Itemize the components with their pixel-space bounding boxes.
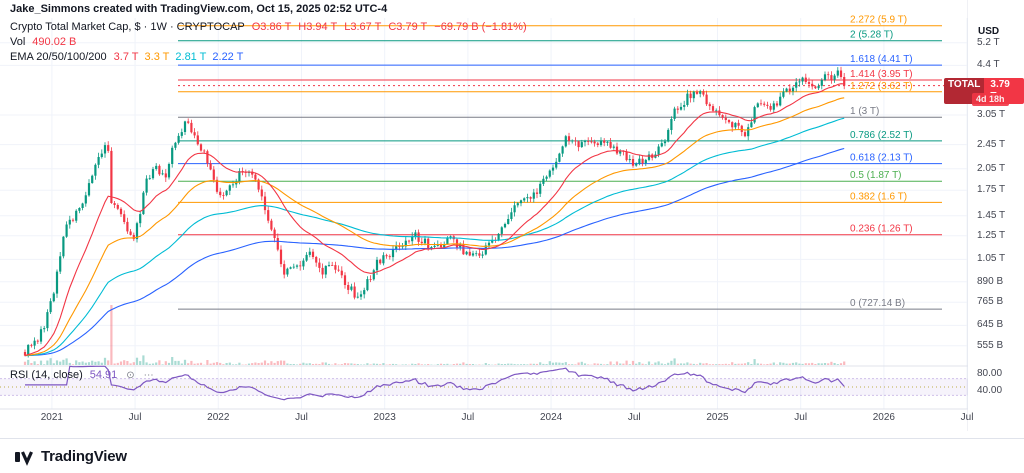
- price-tick: 80.00: [977, 368, 1003, 380]
- price-axis[interactable]: USD 5.2 T 4.4 T 3.05 T 2.45 T 2.05 T 1.75 T 1.…: [968, 0, 1024, 432]
- currency-label: USD: [978, 26, 1000, 37]
- ema-legend[interactable]: EMA 20/50/100/200 3.7 T 3.3 T 2.81 T 2.22 T: [10, 51, 249, 63]
- time-tick: 2021: [40, 412, 63, 423]
- fib-level-label: 0.236 (1.26 T): [850, 224, 913, 235]
- price-tick: 1.25 T: [977, 229, 1006, 241]
- price-tick: 555 B: [977, 339, 1004, 351]
- more-icon[interactable]: ⋯: [143, 370, 154, 381]
- fib-level-label: 0.5 (1.87 T): [850, 170, 902, 181]
- time-tick: Jul: [128, 412, 142, 423]
- time-tick: 2023: [373, 412, 396, 423]
- bottom-toolbar: TradingView: [0, 438, 1024, 473]
- price-tick: 2.45 T: [977, 138, 1006, 150]
- fib-level-label: 1.414 (3.95 T): [850, 69, 913, 80]
- time-tick: 2025: [706, 412, 729, 423]
- fib-level-label: 0 (727.14 B): [850, 298, 905, 309]
- fib-level-label: 0.618 (2.13 T): [850, 153, 913, 164]
- attribution: Jake_Simmons created with TradingView.co…: [10, 3, 388, 15]
- fib-level-label: 2 (5.28 T): [850, 30, 893, 41]
- price-tick: 40.00: [977, 385, 1003, 397]
- price-tick: 1.75 T: [977, 184, 1006, 196]
- rsi-legend[interactable]: RSI (14, close) 54.91 ⊙ ⋯: [10, 369, 154, 381]
- price-tick: 4.4 T: [977, 59, 1000, 71]
- time-tick: Jul: [794, 412, 808, 423]
- rsi-value: 54.91: [89, 369, 118, 381]
- symbol-title: Crypto Total Market Cap, $ · 1W · CRYPTO…: [10, 21, 245, 33]
- time-tick: 2024: [539, 412, 563, 423]
- price-tick: 890 B: [977, 275, 1004, 287]
- eye-icon[interactable]: ⊙: [126, 370, 135, 381]
- chart-pane[interactable]: 2.272 (5.9 T) 2 (5.28 T) 1.618 (4.41 T) 1.4…: [0, 0, 1024, 438]
- time-tick: Jul: [627, 412, 641, 423]
- ema-value: 2.81 T: [175, 51, 207, 63]
- ohlc-low: L3.67 T: [344, 21, 382, 33]
- fib-level-label: 1.272 (3.62 T): [850, 81, 913, 92]
- bar-countdown-badge: 4d 18h: [972, 92, 1009, 106]
- ohlc-open: O3.86 T: [251, 21, 292, 33]
- ohlc-high: H3.94 T: [298, 21, 338, 33]
- brand-wordmark: TradingView: [41, 447, 127, 465]
- price-tick: 1.05 T: [977, 253, 1006, 265]
- time-tick: Jul: [960, 412, 974, 423]
- volume-label: Vol: [10, 36, 26, 48]
- ema-value: 3.7 T: [113, 51, 139, 63]
- time-tick: 2026: [872, 412, 895, 423]
- fib-level-label: 2.272 (5.9 T): [850, 15, 907, 26]
- rsi-label: RSI (14, close): [10, 369, 83, 381]
- ohlc-close: C3.79 T: [388, 21, 428, 33]
- time-tick: 2022: [207, 412, 230, 423]
- time-axis[interactable]: 2021 Jul 2022 Jul 2023 Jul 2024 Jul 2025 Jul 2026 J…: [0, 412, 974, 428]
- volume-value: 490.02 B: [32, 36, 77, 48]
- ema-value: 2.22 T: [212, 51, 244, 63]
- volume-legend[interactable]: Vol 490.02 B: [10, 36, 76, 48]
- fib-level-label: 0.786 (2.52 T): [850, 130, 913, 141]
- fib-level-label: 0.382 (1.6 T): [850, 191, 907, 202]
- price-tick: 3.05 T: [977, 109, 1006, 120]
- ema-value: 3.3 T: [144, 51, 170, 63]
- ema-label: EMA 20/50/100/200: [10, 51, 107, 63]
- time-tick: Jul: [295, 412, 308, 423]
- price-tick: 645 B: [977, 319, 1004, 331]
- fib-level-label: 1.618 (4.41 T): [850, 54, 913, 65]
- price-tick: 1.45 T: [977, 209, 1006, 221]
- ohlc-change: −69.79 B (−1.81%): [434, 21, 527, 33]
- ema-values: 3.7 T 3.3 T 2.81 T 2.22 T: [114, 51, 250, 63]
- price-tick: 765 B: [977, 296, 1004, 308]
- price-tick: 2.05 T: [977, 162, 1006, 174]
- time-tick: Jul: [461, 412, 475, 423]
- price-tick: 5.2 T: [977, 36, 1000, 48]
- tradingview-logo[interactable]: TradingView: [14, 446, 127, 467]
- fib-level-label: 1 (3 T): [850, 106, 879, 117]
- tradingview-logo-mark: [15, 450, 33, 466]
- symbol-legend[interactable]: Crypto Total Market Cap, $ · 1W · CRYPTO…: [10, 21, 527, 33]
